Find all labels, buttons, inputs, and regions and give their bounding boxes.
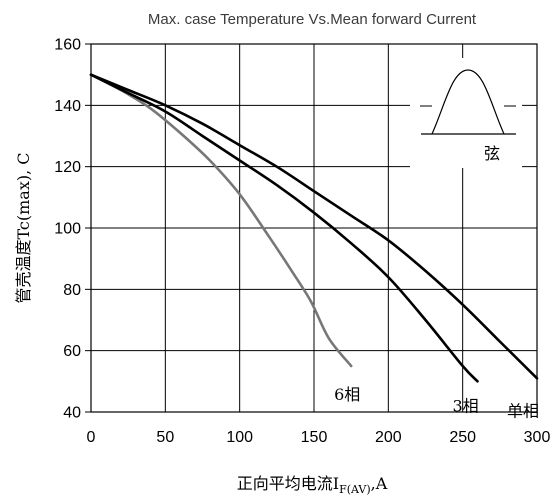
x-tick-label: 300 (524, 429, 551, 446)
y-tick-label: 100 (54, 221, 81, 238)
inset-label: 弦 (484, 144, 500, 163)
x-tick-label: 250 (449, 429, 476, 446)
y-tick-label: 140 (54, 98, 81, 115)
x-axis-label-main: 正向平均电流I (237, 474, 339, 493)
x-tick-label: 100 (226, 429, 253, 446)
series-line (89, 73, 479, 383)
x-axis-label: 正向平均电流IF(AV),A (237, 474, 388, 496)
y-tick-label: 60 (63, 343, 81, 360)
x-tick-label: 50 (156, 429, 174, 446)
series-label: 3相 (452, 396, 478, 415)
x-axis-label-unit: ,A (371, 474, 388, 493)
series-line (89, 73, 353, 368)
y-axis-ticks: 40 60 80 100 120 140 160 (54, 37, 91, 422)
y-axis-label: 管壳温度Tc(max), C (14, 152, 33, 303)
series-labels: 6相 3相 单相 (334, 385, 539, 420)
x-tick-label: 150 (301, 429, 328, 446)
series-line (89, 73, 539, 380)
half-sine-wave-icon (420, 69, 516, 135)
chart-title: Max. case Temperature Vs.Mean forward Cu… (148, 11, 477, 28)
series (89, 73, 539, 383)
y-tick-label: 40 (63, 405, 81, 422)
y-tick-label: 120 (54, 159, 81, 176)
y-tick-label: 80 (63, 282, 81, 299)
x-axis-ticks: 0 50 100 150 200 250 300 (87, 429, 551, 446)
x-tick-label: 0 (87, 429, 96, 446)
x-axis-label-sub: F(AV) (339, 483, 371, 496)
series-label: 6相 (334, 385, 360, 404)
x-tick-label: 200 (375, 429, 402, 446)
inset-background (410, 58, 522, 168)
series-label: 单相 (507, 401, 539, 420)
y-tick-label: 160 (54, 37, 81, 54)
